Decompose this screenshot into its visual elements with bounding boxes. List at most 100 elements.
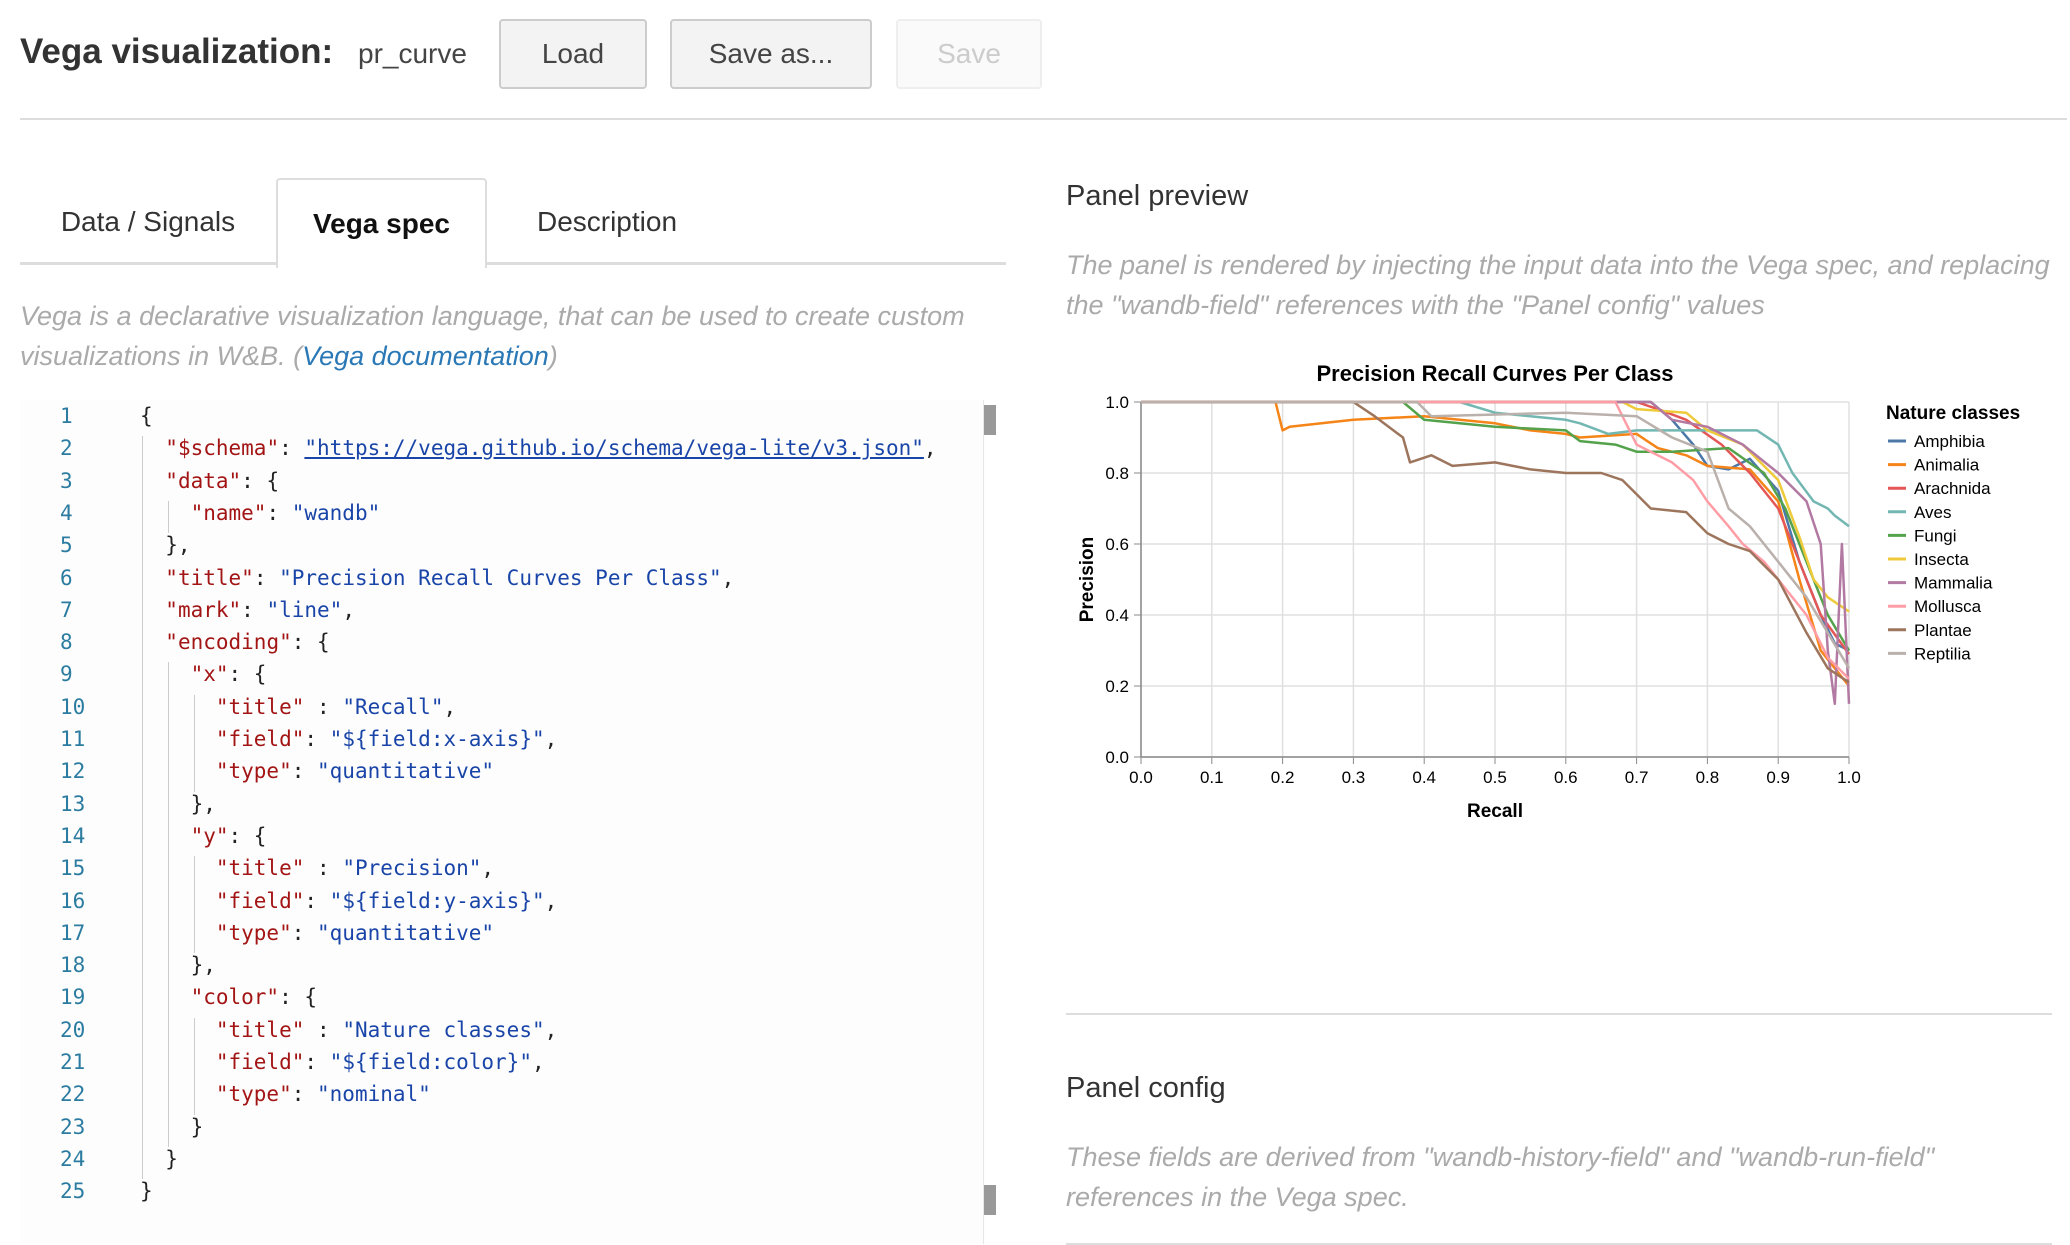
json-string: "Recall" (342, 694, 444, 719)
legend-label: Arachnida (1914, 479, 1991, 498)
tab-vega-spec[interactable]: Vega spec (276, 178, 487, 268)
json-string: "Precision" (342, 856, 482, 881)
code-line: "title" : "Precision", (140, 856, 494, 880)
line-number: 18 (60, 953, 86, 978)
json-punct: : (291, 1082, 318, 1107)
json-punct: , (481, 856, 495, 881)
code-line: "type": "quantitative" (140, 921, 494, 945)
json-punct (140, 824, 191, 848)
json-key: "x" (190, 662, 229, 687)
json-punct: : (279, 436, 305, 461)
series-line-arachnida (1141, 400, 1851, 655)
code-line: "y": { (140, 824, 267, 848)
json-punct (140, 921, 216, 945)
line-number: 21 (60, 1050, 86, 1074)
json-punct: : { (291, 630, 330, 655)
json-key: "title" (165, 565, 254, 590)
code-editor[interactable]: 1 {2 "$schema": "https://vega.github.io/s… (20, 400, 985, 1244)
panel-preview-description: The panel is rendered by injecting the i… (1066, 250, 2050, 320)
code-line: "x": { (140, 662, 267, 687)
json-key: "$schema" (165, 436, 280, 461)
visualization-name: pr_curve (358, 38, 467, 69)
vega-documentation-link[interactable]: Vega documentation (302, 341, 549, 371)
json-string: "Precision Recall Curves Per Class" (279, 565, 722, 590)
code-line: }, (140, 953, 216, 977)
line-number: 13 (60, 791, 86, 816)
x-tick-label: 0.3 (1342, 768, 1366, 787)
line-number: 6 (60, 565, 73, 590)
tab-data-signals[interactable]: Data / Signals (60, 205, 236, 237)
indent-guide (194, 856, 195, 954)
save-as-button[interactable]: Save as... (670, 19, 872, 89)
y-tick-label: 0.4 (1105, 606, 1129, 625)
line-number: 3 (60, 468, 73, 493)
json-key: "field" (215, 888, 305, 913)
panel-config-title: Panel config (1066, 1072, 1226, 1104)
line-number: 8 (60, 630, 73, 655)
x-tick-label: 0.7 (1625, 768, 1649, 787)
series-line-reptilia (1141, 400, 1851, 669)
json-punct: : (291, 920, 318, 945)
json-punct: : { (228, 662, 267, 687)
json-punct: : (304, 1050, 330, 1074)
y-tick-label: 0.0 (1105, 748, 1129, 767)
indent-guide (194, 694, 195, 792)
page-title: Vega visualization: (20, 32, 334, 71)
load-button[interactable]: Load (499, 19, 647, 89)
save-button[interactable]: Save (896, 19, 1042, 89)
json-string: "quantitative" (317, 920, 495, 945)
code-line: "$schema": "https://vega.github.io/schem… (140, 436, 936, 461)
json-punct: , (531, 1050, 545, 1074)
json-punct: : (304, 1017, 343, 1042)
json-key: "type" (215, 920, 292, 945)
json-punct: , (544, 1017, 558, 1042)
line-number: 23 (60, 1114, 86, 1139)
line-number: 7 (60, 597, 73, 622)
line-number: 15 (60, 856, 86, 881)
schema-link[interactable]: "https://vega.github.io/schema/vega-lite… (304, 436, 924, 461)
editor-scrollbar-thumb[interactable] (984, 405, 996, 435)
json-string: "wandb" (291, 500, 381, 525)
json-punct: : (304, 856, 343, 881)
line-number: 11 (60, 727, 86, 751)
json-string: "${field:x-axis}" (329, 727, 545, 751)
line-number: 20 (60, 1017, 86, 1042)
x-tick-label: 0.2 (1271, 768, 1295, 787)
json-key: "field" (215, 727, 305, 751)
pr-curve-chart: Precision Recall Curves Per Class 0.0 0.1 0… (1077, 361, 2020, 822)
json-string: "nominal" (317, 1082, 431, 1107)
line-number: 2 (60, 436, 73, 461)
tab-description[interactable]: Description (536, 205, 678, 237)
json-key: "title" (215, 694, 305, 719)
json-string: "Nature classes" (342, 1017, 545, 1042)
panel-config-description: These fields are derived from "wandb-his… (1066, 1142, 1935, 1212)
json-punct (140, 695, 216, 719)
json-punct: : (304, 888, 330, 913)
json-key: "title" (215, 856, 305, 881)
panel-preview-title: Panel preview (1066, 180, 1249, 212)
code-line: "field": "${field:x-axis}", (140, 727, 557, 751)
y-tick-label: 1.0 (1105, 393, 1129, 412)
line-number: 14 (60, 823, 86, 848)
json-punct: , (544, 888, 558, 913)
series-line-mollusca (1141, 400, 1850, 680)
json-punct (140, 566, 165, 590)
editor-scrollbar-marker[interactable] (984, 1185, 996, 1215)
json-punct (140, 727, 216, 751)
code-line: "data": { (140, 469, 279, 493)
json-punct: : (241, 597, 267, 622)
x-tick-label: 0.8 (1696, 768, 1720, 787)
json-punct (140, 759, 216, 783)
json-key: "mark" (165, 597, 242, 622)
legend-label: Fungi (1914, 526, 1957, 545)
json-punct: : { (241, 468, 280, 493)
series-line-mammalia (1141, 400, 1851, 706)
indent-guide (194, 1017, 195, 1115)
x-tick-label: 0.6 (1554, 768, 1578, 787)
code-line: "title" : "Recall", (140, 695, 456, 719)
legend-label: Amphibia (1914, 432, 1985, 451)
x-tick-label: 0.4 (1412, 768, 1436, 787)
line-number: 16 (60, 888, 86, 913)
json-punct: , (342, 597, 355, 622)
code-line: "field": "${field:y-axis}", (140, 889, 557, 913)
